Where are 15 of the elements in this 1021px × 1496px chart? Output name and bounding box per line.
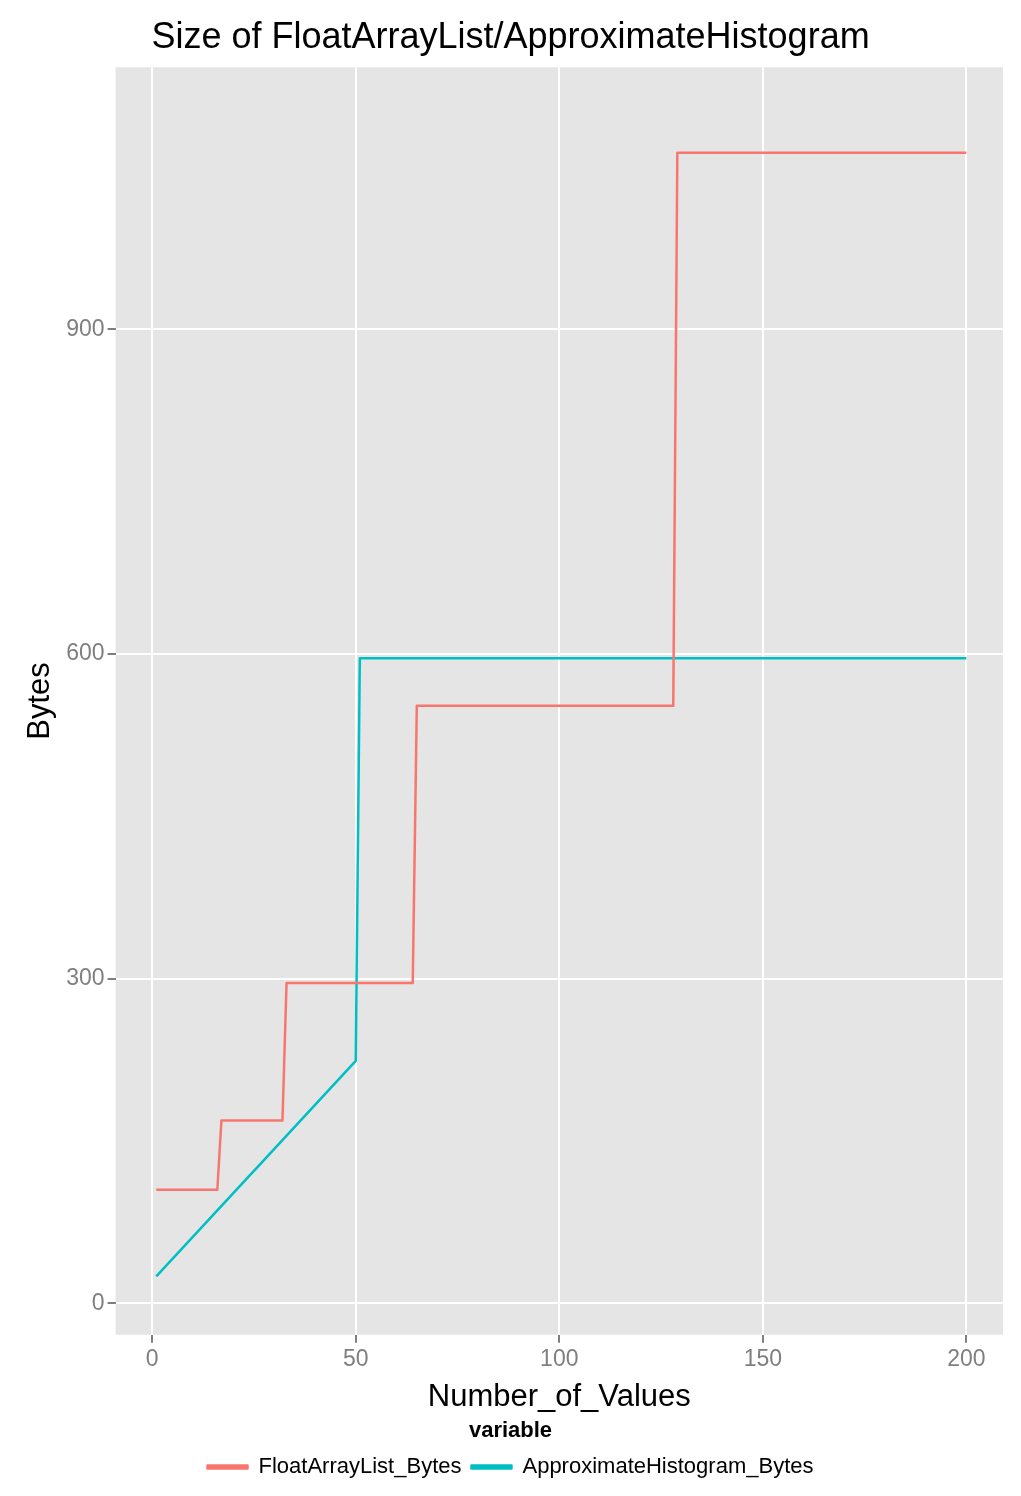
legend-label: ApproximateHistogram_Bytes — [522, 1453, 814, 1479]
y-tick-label: 300 — [66, 964, 105, 990]
y-tick-label: 0 — [91, 1288, 105, 1315]
legend-label: FloatArrayList_Bytes — [258, 1453, 462, 1479]
x-tick-label: 200 — [947, 1344, 986, 1371]
legend-title: variable — [468, 1416, 553, 1442]
y-axis-title: Bytes — [21, 662, 57, 740]
y-tick-label: 600 — [66, 639, 105, 666]
x-tick-label: 0 — [145, 1344, 159, 1371]
y-tick-label: 900 — [66, 314, 105, 341]
x-tick-label: 100 — [540, 1344, 579, 1371]
x-axis-title: Number_of_Values — [427, 1377, 691, 1413]
x-tick-label: 150 — [743, 1344, 783, 1371]
x-tick-label: 50 — [342, 1344, 369, 1371]
chart-title: Size of FloatArrayList/ApproximateHistogram — [151, 14, 870, 56]
